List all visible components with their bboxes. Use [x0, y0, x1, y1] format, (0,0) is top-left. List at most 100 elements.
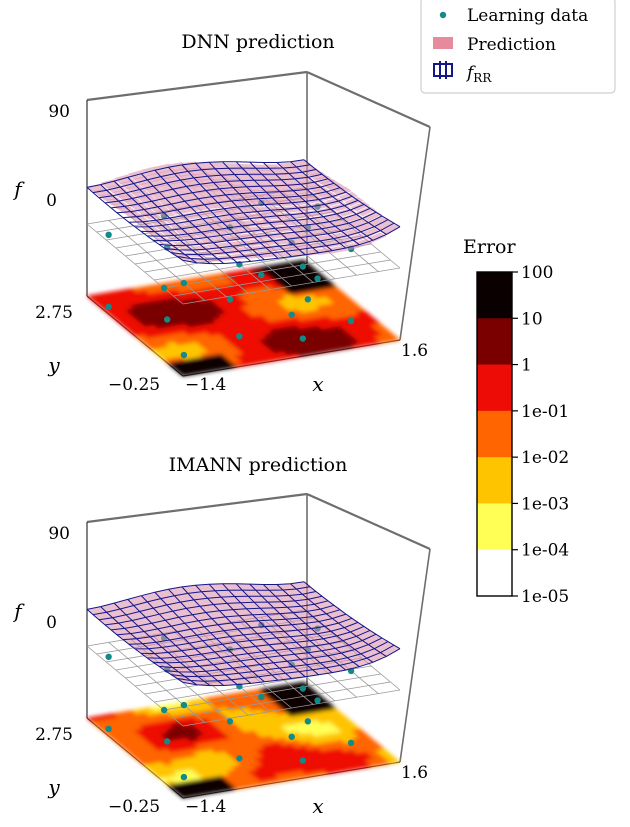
- prediction-facet: [205, 610, 226, 619]
- colorbar: Error 100 10 1 1e-01 1e-02 1e-03 1e-04 1e-05: [463, 236, 569, 607]
- y-axis-label: y: [47, 353, 60, 377]
- learning-point-floor: [347, 317, 355, 325]
- prediction-facet: [354, 644, 375, 654]
- prediction-facet: [252, 669, 272, 677]
- wire-line: [104, 595, 323, 626]
- wire-line: [222, 583, 319, 676]
- prediction-facet: [338, 618, 358, 628]
- pane-top-right-edge: [306, 70, 431, 129]
- panel-title: IMANN prediction: [169, 454, 348, 476]
- wire-line: [92, 586, 311, 616]
- prediction-facet: [344, 622, 364, 633]
- prediction-facet: [210, 630, 230, 639]
- x-tick-label: 1.6: [401, 763, 428, 783]
- colorbar-tick-label: 1e-01: [521, 402, 569, 422]
- prediction-facet: [267, 655, 288, 663]
- prediction-facet: [159, 666, 179, 672]
- prediction-facet: [207, 657, 227, 665]
- prediction-facet: [202, 638, 223, 647]
- prediction-facet: [261, 650, 282, 658]
- z-tick-label: 90: [48, 524, 70, 544]
- wire-line: [134, 195, 353, 228]
- wire-line: [303, 581, 401, 650]
- prediction-facet: [217, 623, 238, 631]
- prediction-facet: [294, 652, 315, 660]
- pane-top-right-edge: [306, 492, 431, 551]
- z-axis-label: f: [12, 177, 25, 201]
- prediction-facet: [247, 651, 268, 660]
- learning-point: [105, 231, 112, 238]
- prediction-facet: [187, 654, 208, 662]
- prediction-facet: [374, 219, 394, 231]
- prediction-facet: [284, 205, 304, 213]
- x-axis-label: x: [312, 794, 323, 818]
- prediction-facet: [171, 674, 191, 681]
- prediction-facet: [153, 662, 173, 668]
- legend-label-learning-data: Learning data: [467, 6, 588, 26]
- y-tick-label: 2.75: [35, 725, 73, 745]
- wire-line: [122, 609, 341, 641]
- wire-line: [110, 600, 329, 631]
- prediction-facet: [193, 659, 214, 667]
- prediction-facet: [374, 641, 394, 653]
- colorbar-tick-label: 1: [521, 356, 532, 376]
- wire-line: [262, 584, 360, 668]
- prediction-facet: [380, 224, 400, 236]
- z-tick-label: 0: [46, 191, 57, 211]
- prediction-facet: [324, 623, 345, 632]
- colorbar-tick-label: 1e-02: [521, 448, 569, 468]
- colorbar-band: [477, 364, 512, 412]
- learning-point-floor: [314, 697, 321, 704]
- prediction-facet: [296, 640, 316, 648]
- prediction-facet: [287, 606, 307, 613]
- learning-point-floor: [164, 316, 171, 323]
- learning-point: [180, 279, 188, 287]
- prediction-facet: [353, 658, 373, 667]
- prediction-facet: [320, 605, 340, 614]
- wire-line: [98, 169, 317, 199]
- learning-point-floor: [236, 755, 243, 762]
- wire-line: [276, 584, 374, 663]
- prediction-facet: [366, 652, 387, 663]
- frr-wireframe: [86, 159, 401, 265]
- prediction-facet: [249, 639, 270, 647]
- learning-point: [180, 701, 188, 709]
- wire-line: [276, 162, 374, 241]
- prediction-facet: [232, 666, 253, 674]
- pane-top-left-edge: [86, 492, 308, 524]
- prediction-facet: [199, 604, 220, 613]
- prediction-facet: [177, 678, 197, 685]
- wire-line: [249, 583, 347, 671]
- learning-point-floor: [226, 296, 234, 303]
- prediction-facet: [180, 599, 200, 609]
- prediction-facet: [272, 194, 292, 202]
- prediction-facet: [348, 218, 369, 228]
- learning-point-floor: [304, 718, 312, 725]
- prediction-facet: [360, 648, 381, 659]
- prediction-facet: [192, 612, 212, 621]
- prediction-facet: [177, 256, 197, 263]
- prediction-facet: [141, 226, 161, 232]
- pane-top-left-edge: [86, 70, 308, 102]
- error-map: [86, 681, 401, 799]
- wire-line: [110, 178, 329, 209]
- prediction-facet: [219, 668, 239, 675]
- wire-line: [208, 161, 306, 256]
- prediction-facet: [290, 635, 310, 643]
- prediction-facet: [240, 659, 260, 667]
- learning-point-floor: [288, 311, 295, 318]
- learning-point-floor: [160, 706, 168, 714]
- z-tick-label: 90: [48, 102, 70, 122]
- prediction-facet: [336, 632, 357, 641]
- prediction-facet: [348, 640, 369, 650]
- prediction-facet: [332, 614, 352, 624]
- prediction-facet: [303, 633, 324, 641]
- prediction-facet: [294, 230, 315, 238]
- error-map-cell: [294, 259, 309, 266]
- colorbar-tick-label: 1e-04: [521, 541, 569, 561]
- prediction-facet: [186, 606, 206, 615]
- prediction-facet: [220, 655, 241, 663]
- colorbar-title: Error: [463, 236, 516, 258]
- axis-labels: 90 0 f 2.75 −0.25 y −1.4 1.6 x: [12, 102, 428, 396]
